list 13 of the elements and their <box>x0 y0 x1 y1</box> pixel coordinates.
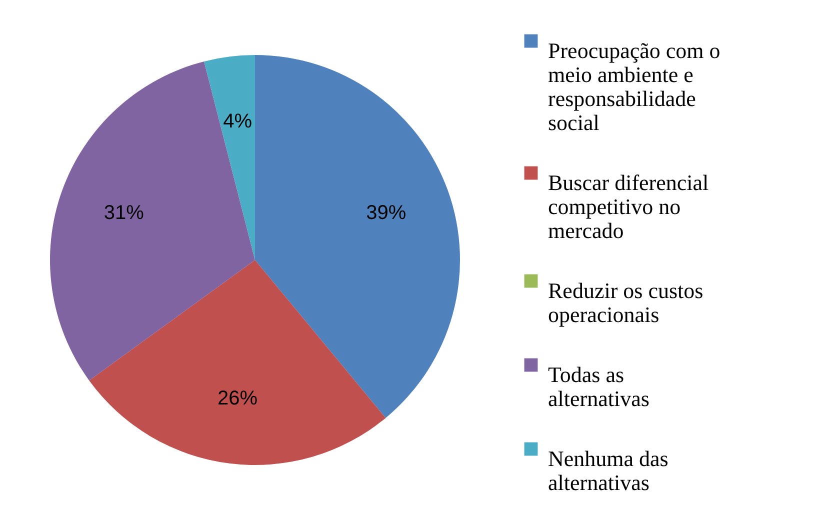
legend-label: Reduzir os custos operacionais <box>548 278 704 327</box>
pie-slice <box>204 55 255 260</box>
data-label: 39% <box>366 202 406 224</box>
data-label: 4% <box>223 110 252 133</box>
data-label: 26% <box>218 387 258 410</box>
pie-slice <box>255 55 460 418</box>
legend-label: Nenhuma das alternativas <box>548 446 668 495</box>
legend-label: Buscar diferencial competitivo no mercado <box>548 170 709 243</box>
legend-label: Todas as alternativas <box>548 362 650 411</box>
pie-slice <box>50 61 255 380</box>
pie-slice <box>89 260 386 465</box>
legend-label: Preocupação com o meio ambiente e responsabilidade social <box>548 38 720 135</box>
data-label: 31% <box>104 202 144 224</box>
